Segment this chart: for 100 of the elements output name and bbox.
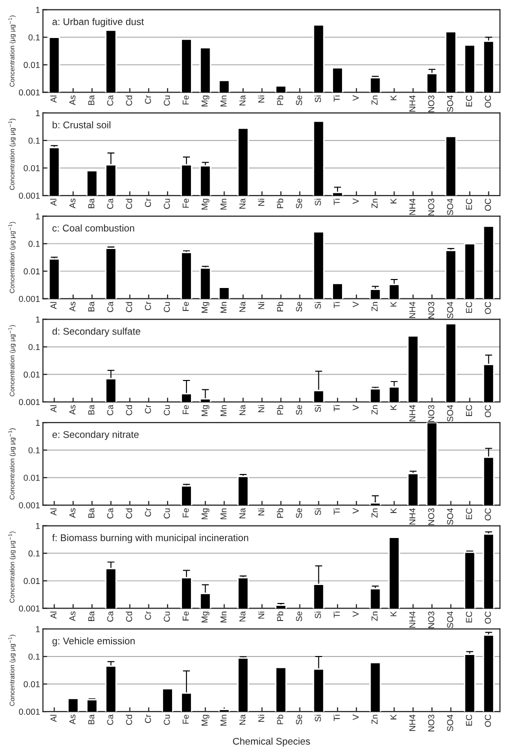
x-tick-label: NH4	[409, 611, 416, 628]
y-tick-label: 0.001	[18, 502, 40, 508]
x-tick-label: Na	[239, 95, 246, 106]
x-tick-label: As	[69, 508, 76, 518]
x-tick-label: Pb	[276, 95, 284, 105]
x-tick-label: Mg	[202, 405, 210, 416]
x-tick-label: Fe	[182, 302, 189, 311]
x-tick-label: SO4	[447, 404, 454, 422]
x-tick-label: K	[390, 95, 396, 100]
y-tick-label: 0.1	[28, 138, 40, 144]
x-tick-label: Cr	[144, 404, 151, 414]
x-tick-label: Si	[314, 405, 321, 412]
x-tick-label: Ca	[107, 714, 114, 725]
x-tick-label: SO4	[447, 302, 454, 318]
x-tick-label: EC	[466, 714, 472, 726]
y-tick-label: 0.1	[28, 344, 40, 350]
x-tick-label: NH4	[409, 404, 416, 422]
x-tick-label: EC	[466, 508, 472, 520]
x-tick-label: Ti	[334, 508, 340, 515]
y-tick-label: 0.1	[28, 34, 40, 40]
text: f: Biomass burning with municipal incineration	[52, 534, 248, 544]
y-tick-label: 0.01	[24, 372, 40, 378]
x-tick-label: Ba	[88, 198, 94, 208]
x-tick-label: Se	[296, 302, 302, 312]
x-tick-label: Cu	[164, 508, 170, 518]
x-tick-label: Ti	[334, 612, 340, 618]
x-tick-label: Se	[296, 612, 302, 622]
x-tick-label: Na	[239, 404, 246, 416]
x-tick-label: Se	[296, 405, 302, 415]
x-tick-label: SO4	[447, 611, 454, 628]
text: e: Secondary nitrate	[52, 430, 139, 440]
y-tick-label: 0.01	[24, 681, 40, 688]
x-tick-label: Cu	[164, 302, 170, 312]
x-tick-label: Mn	[220, 302, 226, 313]
y-tick-label: 0.001	[18, 399, 40, 406]
x-tick-label: Cu	[164, 198, 170, 209]
x-tick-label: K	[390, 198, 396, 204]
x-tick-label: Mn	[220, 508, 226, 520]
text: g: Vehicle emission	[52, 637, 135, 646]
x-tick-label: As	[69, 611, 76, 622]
x-tick-label: Zn	[372, 714, 378, 724]
x-tick-label: Ca	[107, 301, 114, 312]
x-tick-label: Cr	[144, 611, 151, 620]
x-tick-label: NO3	[428, 302, 434, 318]
y-tick-label: 0.001	[18, 708, 40, 715]
x-tick-label: Si	[314, 714, 321, 722]
x-tick-label: Al	[50, 405, 56, 412]
x-tick-label: K	[390, 611, 396, 616]
y-tick-label: 1	[36, 213, 40, 220]
x-tick-label: EC	[466, 611, 472, 622]
x-tick-label: Cd	[126, 198, 132, 209]
x-tick-label: Se	[296, 95, 302, 106]
x-tick-label: Ca	[107, 404, 114, 416]
x-tick-label: Ca	[107, 508, 114, 518]
x-tick-label: Cd	[126, 405, 132, 416]
x-tick-label: V	[352, 95, 359, 101]
x-tick-label: Ni	[258, 198, 264, 206]
x-tick-label: Al	[50, 612, 56, 619]
x-tick-label: V	[352, 508, 359, 514]
y-tick-label: 0.001	[18, 296, 40, 302]
x-tick-label: NH4	[409, 302, 416, 318]
x-tick-label: Ca	[107, 198, 114, 209]
x-tick-label: As	[69, 714, 76, 724]
x-tick-label: NO3	[428, 612, 434, 628]
x-tick-label: OC	[484, 302, 491, 314]
x-tick-label: Cu	[164, 612, 170, 622]
x-tick-label: Ba	[88, 95, 94, 105]
x-tick-label: Cu	[164, 96, 170, 106]
x-tick-label: OC	[484, 714, 491, 727]
x-tick-label: K	[390, 508, 396, 513]
x-tick-label: Mn	[220, 714, 226, 726]
x-tick-label: Ni	[258, 302, 264, 309]
x-tick-label: Fe	[182, 95, 189, 104]
y-tick-label: 1	[36, 316, 40, 322]
x-tick-label: Ti	[334, 302, 340, 308]
x-tick-label: Mg	[202, 714, 210, 726]
x-tick-label: NH4	[409, 714, 416, 731]
x-tick-label: Pb	[276, 198, 284, 208]
x-tick-label: As	[69, 198, 76, 208]
x-tick-label: Mg	[202, 302, 210, 313]
x-tick-label: Cu	[164, 405, 170, 416]
x-tick-label: SO4	[447, 95, 454, 112]
x-tick-label: Zn	[372, 405, 378, 414]
x-tick-label: Fe	[182, 714, 189, 724]
x-tick-label: Al	[50, 302, 56, 310]
y-tick-label: 0.01	[24, 268, 40, 274]
x-tick-label: Cd	[126, 96, 132, 106]
x-tick-label: Cr	[144, 95, 151, 104]
x-tick-label: Ba	[88, 508, 94, 518]
x-tick-label: Se	[296, 714, 302, 724]
x-tick-label: OC	[484, 95, 491, 108]
y-tick-label: 0.001	[18, 605, 40, 612]
x-tick-label: K	[390, 404, 396, 410]
x-tick-label: Mn	[220, 198, 226, 210]
x-tick-label: Ni	[258, 405, 264, 412]
x-tick-label: NH4	[409, 508, 416, 524]
x-tick-label: Ni	[258, 612, 264, 619]
x-tick-label: V	[352, 404, 359, 410]
x-tick-label: Cd	[126, 612, 132, 622]
x-tick-label: As	[69, 95, 76, 106]
